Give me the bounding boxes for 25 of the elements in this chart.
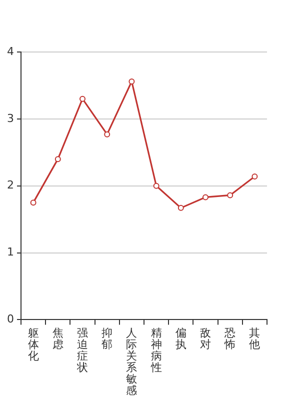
x-tick-label: 躯体化 — [28, 326, 39, 362]
x-tick-label: 偏执 — [175, 326, 186, 351]
x-tick-label: 强迫症状 — [76, 326, 88, 374]
point — [202, 194, 208, 200]
x-tick-label: 恐怖 — [224, 326, 236, 351]
point — [128, 78, 135, 84]
y-tick-label: 0 — [7, 312, 14, 326]
point — [178, 204, 184, 211]
y-tick-label: 1 — [7, 246, 14, 259]
x-tick-label: 精神病性 — [150, 326, 162, 374]
x-tick-label: 抑郁 — [102, 326, 113, 351]
y-tick-label: 4 — [7, 44, 14, 58]
x-tick-label: 人际关系敏感 — [126, 326, 138, 398]
x-tick-label: 其他 — [249, 326, 260, 351]
point — [227, 192, 234, 198]
point — [252, 173, 258, 180]
x-tick-label: 焦虑 — [52, 326, 64, 351]
y-tick-label: 2 — [7, 178, 14, 192]
point — [54, 156, 61, 162]
point — [30, 200, 36, 206]
x-tick-label: 敌对 — [200, 326, 211, 351]
y-tick-label: 3 — [7, 112, 14, 125]
point — [80, 96, 86, 102]
point — [153, 182, 160, 189]
point — [104, 131, 110, 138]
